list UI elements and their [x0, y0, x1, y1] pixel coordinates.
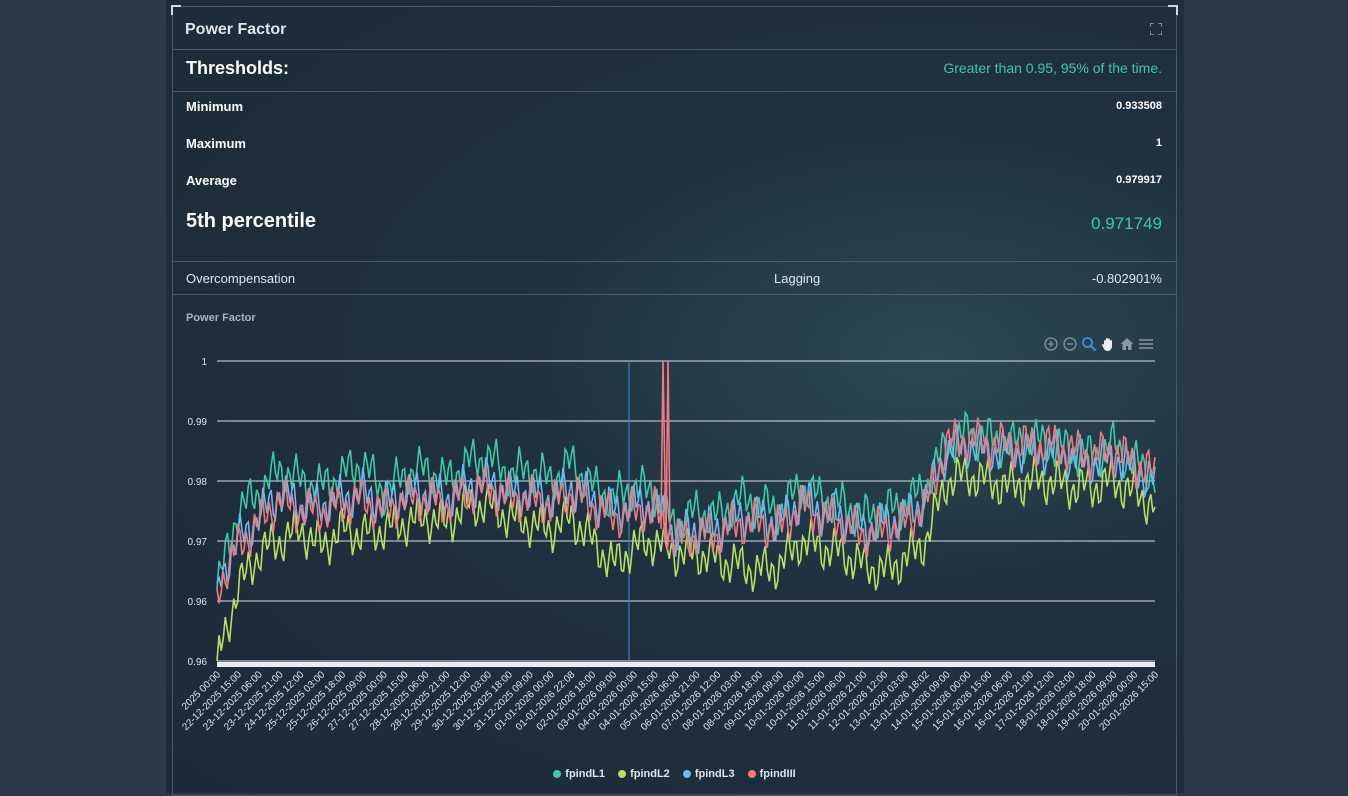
chart-toolbar — [1043, 336, 1157, 352]
y-tick-label: 0.96 — [188, 597, 208, 608]
thresholds-row: Thresholds: Greater than 0.95, 95% of th… — [173, 50, 1176, 92]
y-tick-label: 0.98 — [188, 477, 208, 488]
percentile-value: 0.971749 — [1091, 214, 1162, 233]
legend-item-fpindl1[interactable]: fpindL1 — [553, 768, 605, 780]
legend-label-fpindl1: fpindL1 — [565, 768, 606, 780]
page-background-right — [1184, 0, 1348, 793]
series-line-fpindl2 — [216, 455, 1156, 662]
maximum-value: 1 — [1155, 137, 1162, 149]
average-value: 0.979917 — [1116, 174, 1162, 186]
series-spike-fpindiii — [660, 360, 671, 542]
chart-title: Power Factor — [186, 312, 256, 324]
card-header: Power Factor — [173, 7, 1176, 50]
legend-label-fpindiii: fpindIII — [759, 768, 796, 780]
series-line-fpindl3 — [216, 424, 1156, 588]
legend-label-fpindl3: fpindL3 — [694, 768, 735, 780]
zoom-out-icon[interactable] — [1062, 336, 1078, 352]
legend-item-fpindl3[interactable]: fpindL3 — [682, 768, 735, 780]
overcompensation-type: Lagging — [774, 271, 821, 286]
legend-item-fpindl2[interactable]: fpindL2 — [618, 768, 670, 780]
legend-marker-fpindiii — [747, 770, 756, 779]
x-axis-ticks — [217, 662, 1155, 667]
page-background-left — [0, 0, 166, 793]
zoom-in-icon[interactable] — [1043, 336, 1059, 352]
legend-label-fpindl2: fpindL2 — [630, 768, 670, 780]
y-tick-label: 0.97 — [188, 537, 208, 548]
reset-home-icon[interactable] — [1119, 336, 1135, 352]
legend-marker-fpindl2 — [618, 770, 627, 779]
legend-item-fpindiii[interactable]: fpindIII — [747, 768, 796, 780]
card-corner-top-right — [1168, 5, 1178, 15]
legend-marker-fpindl1 — [553, 770, 562, 779]
thresholds-label: Thresholds: — [186, 58, 290, 78]
maximum-label: Maximum — [186, 136, 246, 151]
zoom-select-icon[interactable] — [1081, 336, 1097, 352]
percentile-label: 5th percentile — [186, 210, 317, 232]
pan-hand-icon[interactable] — [1100, 336, 1116, 352]
thresholds-value: Greater than 0.95, 95% of the time. — [943, 60, 1162, 76]
overcompensation-row: Overcompensation Lagging -0.802901% — [173, 261, 1176, 295]
legend-marker-fpindl3 — [682, 770, 691, 779]
average-label: Average — [186, 173, 237, 188]
minimum-value: 0.933508 — [1116, 100, 1162, 112]
y-tick-label: 0.96 — [188, 657, 208, 668]
overcompensation-label: Overcompensation — [186, 271, 296, 286]
expand-icon[interactable] — [1150, 23, 1162, 35]
minimum-label: Minimum — [186, 99, 244, 114]
menu-icon[interactable] — [1138, 336, 1154, 352]
y-tick-label: 1 — [201, 357, 207, 368]
card-corner-top-left — [171, 5, 181, 15]
y-tick-label: 0.99 — [188, 417, 208, 428]
card-title: Power Factor — [185, 21, 287, 38]
chart-legend: fpindL1 fpindL2 fpindL3 fpindIII — [173, 768, 1176, 780]
power-factor-card: Power Factor Thresholds: Greater than 0.… — [171, 5, 1178, 796]
overcompensation-value: -0.802901% — [1091, 271, 1162, 286]
series-line-fpindiii — [216, 417, 1156, 604]
